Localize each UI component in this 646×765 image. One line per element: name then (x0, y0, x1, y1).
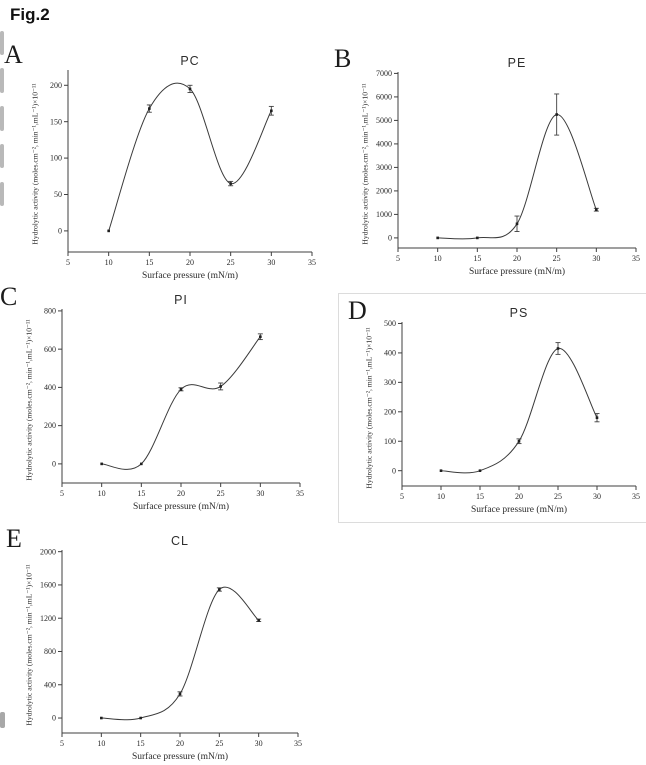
svg-text:35: 35 (308, 258, 316, 267)
svg-text:35: 35 (294, 739, 302, 748)
svg-text:0: 0 (52, 459, 56, 468)
svg-text:4000: 4000 (376, 140, 392, 149)
x-axis-label: Surface pressure (mN/m) (141, 271, 239, 281)
svg-text:5: 5 (66, 258, 70, 267)
svg-text:1600: 1600 (40, 581, 56, 590)
scan-artifact (0, 31, 4, 55)
svg-text:5: 5 (60, 489, 64, 498)
svg-text:0: 0 (388, 233, 392, 242)
chart-title-pe: PE (507, 56, 527, 70)
chart-title-ps: PS (509, 306, 529, 320)
svg-text:3000: 3000 (376, 163, 392, 172)
svg-text:400: 400 (44, 383, 56, 392)
panel-pc: PC Hydrolytic activity (moles.cm⁻², min⁻… (22, 54, 320, 284)
svg-text:10: 10 (105, 258, 113, 267)
svg-text:500: 500 (384, 319, 396, 328)
svg-text:300: 300 (384, 378, 396, 387)
svg-text:200: 200 (384, 407, 396, 416)
pi-line-chart: 5 10 15 20 25 30 35 0 200 400 600 800 (44, 307, 304, 498)
svg-text:800: 800 (44, 647, 56, 656)
svg-text:2000: 2000 (40, 547, 56, 556)
pc-line-chart: 5 10 15 20 25 30 35 0 50 100 150 200 (50, 70, 316, 267)
panel-letter-b: B (334, 44, 352, 73)
chart-title-pi: PI (174, 293, 188, 307)
panel-letter-a: A (4, 40, 23, 69)
svg-text:10: 10 (434, 254, 442, 263)
svg-text:20: 20 (513, 254, 521, 263)
svg-text:25: 25 (215, 739, 223, 748)
x-axis-label: Surface pressure (mN/m) (470, 505, 568, 515)
svg-text:15: 15 (473, 254, 481, 263)
svg-text:10: 10 (97, 739, 105, 748)
svg-text:800: 800 (44, 307, 56, 316)
svg-text:50: 50 (54, 190, 62, 199)
svg-text:15: 15 (476, 492, 484, 501)
svg-text:15: 15 (137, 739, 145, 748)
svg-text:5: 5 (396, 254, 400, 263)
panel-d-border (338, 293, 646, 523)
pe-line-chart: 5 10 15 20 25 30 35 0 1000 2000 3000 4000 5000 6000 70… (376, 69, 640, 263)
x-axis-label: Surface pressure (mN/m) (468, 267, 566, 277)
svg-text:30: 30 (593, 492, 601, 501)
panel-pe: PE Hydrolytic activity (moles.cm⁻², min⁻… (352, 56, 644, 280)
panel-letter-d: D (348, 296, 367, 325)
svg-text:35: 35 (632, 254, 640, 263)
svg-text:30: 30 (267, 258, 275, 267)
chart-title-pc: PC (180, 54, 200, 68)
svg-text:200: 200 (44, 421, 56, 430)
scan-artifact (0, 68, 4, 93)
scan-artifact (0, 144, 4, 168)
svg-text:6000: 6000 (376, 93, 392, 102)
svg-text:5: 5 (400, 492, 404, 501)
svg-text:0: 0 (58, 226, 62, 235)
svg-text:200: 200 (50, 81, 62, 90)
svg-text:5000: 5000 (376, 116, 392, 125)
scan-artifact (0, 182, 4, 206)
svg-text:30: 30 (255, 739, 263, 748)
x-axis-label: Surface pressure (mN/m) (131, 752, 229, 762)
panel-pi: PI Hydrolytic activity (moles.cm⁻², min⁻… (16, 293, 308, 515)
panel-letter-c: C (0, 282, 18, 311)
svg-text:30: 30 (592, 254, 600, 263)
svg-text:25: 25 (217, 489, 225, 498)
svg-text:10: 10 (437, 492, 445, 501)
svg-text:5: 5 (60, 739, 64, 748)
svg-text:400: 400 (384, 349, 396, 358)
svg-text:600: 600 (44, 345, 56, 354)
svg-text:20: 20 (515, 492, 523, 501)
svg-text:35: 35 (296, 489, 304, 498)
panel-cl: CL Hydrolytic activity (moles.cm⁻², min⁻… (16, 534, 306, 765)
svg-text:30: 30 (256, 489, 264, 498)
panel-ps: PS Hydrolytic activity (moles.cm⁻², min⁻… (356, 306, 644, 518)
svg-text:20: 20 (186, 258, 194, 267)
svg-text:20: 20 (176, 739, 184, 748)
panel-letter-e: E (6, 524, 22, 553)
svg-text:150: 150 (50, 117, 62, 126)
scan-artifact (0, 712, 5, 728)
svg-text:25: 25 (227, 258, 235, 267)
svg-text:15: 15 (145, 258, 153, 267)
svg-text:35: 35 (632, 492, 640, 501)
svg-text:7000: 7000 (376, 69, 392, 78)
svg-text:0: 0 (392, 466, 396, 475)
svg-text:25: 25 (554, 492, 562, 501)
scan-artifact (0, 106, 4, 131)
svg-text:20: 20 (177, 489, 185, 498)
chart-title-cl: CL (171, 534, 189, 548)
svg-text:15: 15 (137, 489, 145, 498)
svg-text:0: 0 (52, 714, 56, 723)
ps-line-chart: 5 10 15 20 25 30 35 0 100 200 300 400 500 (384, 319, 640, 501)
x-axis-label: Surface pressure (mN/m) (132, 502, 230, 512)
cl-line-chart: 5 10 15 20 25 30 35 0 400 800 1200 1600 2000 (40, 547, 302, 748)
svg-text:100: 100 (50, 154, 62, 163)
svg-text:2000: 2000 (376, 186, 392, 195)
svg-text:1000: 1000 (376, 210, 392, 219)
svg-text:400: 400 (44, 680, 56, 689)
svg-text:25: 25 (553, 254, 561, 263)
figure-label: Fig.2 (10, 5, 50, 24)
svg-text:10: 10 (98, 489, 106, 498)
svg-text:100: 100 (384, 437, 396, 446)
svg-text:1200: 1200 (40, 614, 56, 623)
